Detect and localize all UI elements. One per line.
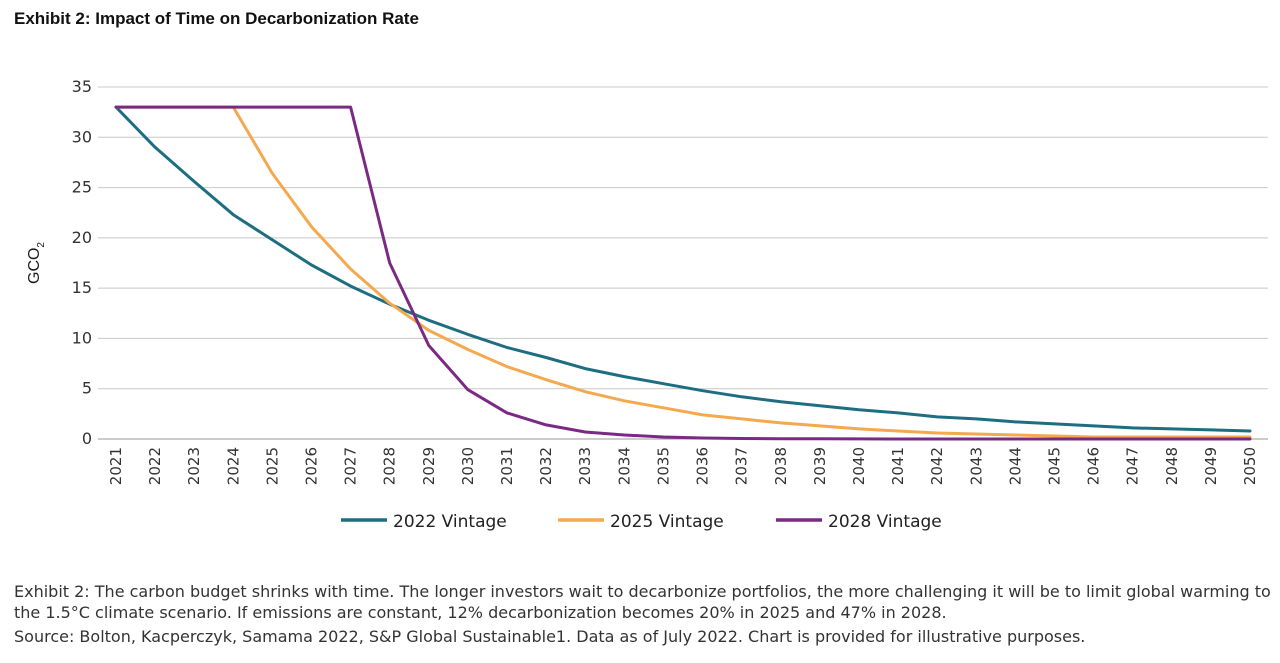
- x-tick-label: 2049: [1202, 447, 1220, 485]
- x-tick-label: 2032: [537, 447, 555, 485]
- y-tick-label: 15: [72, 278, 92, 297]
- source-note: Source: Bolton, Kacperczyk, Samama 2022,…: [14, 627, 1086, 646]
- series-line-1: [114, 105, 1252, 433]
- y-axis-label-subscript: 2: [36, 242, 47, 248]
- x-tick-label: 2030: [459, 447, 477, 485]
- exhibit-title: Exhibit 2: Impact of Time on Decarboniza…: [14, 9, 419, 28]
- series-line-3: [114, 105, 1252, 441]
- x-tick-label: 2039: [811, 447, 829, 485]
- y-tick-label: 0: [82, 429, 92, 448]
- x-tick-label: 2029: [420, 447, 438, 485]
- x-tick-label: 2041: [889, 447, 907, 485]
- x-tick-label: 2028: [381, 447, 399, 485]
- x-tick-label: 2043: [967, 447, 985, 485]
- x-tick-label: 2033: [576, 447, 594, 485]
- x-tick-label: 2025: [263, 447, 281, 485]
- legend-label-3: 2028 Vintage: [828, 512, 942, 532]
- x-tick-label: 2045: [1045, 447, 1063, 485]
- x-tick-label: 2022: [146, 447, 164, 485]
- y-tick-label: 5: [82, 379, 92, 398]
- x-tick-label: 2050: [1241, 447, 1259, 485]
- legend: 2022 Vintage 2025 Vintage 2028 Vintage: [341, 512, 942, 532]
- x-tick-label: 2034: [615, 447, 633, 485]
- legend-label-1: 2022 Vintage: [393, 512, 507, 532]
- x-tick-label: 2037: [733, 447, 751, 485]
- series-line-2: [114, 105, 1252, 439]
- y-tick-label: 30: [72, 127, 92, 146]
- x-tick-label: 2044: [1006, 447, 1024, 485]
- y-axis-label-text: GCO: [26, 248, 43, 284]
- x-tick-label: 2047: [1124, 447, 1142, 485]
- y-axis-label: GCO2: [26, 242, 47, 284]
- series-lines: [114, 105, 1252, 441]
- x-tick-label: 2036: [694, 447, 712, 485]
- legend-label-2: 2025 Vintage: [610, 512, 724, 532]
- x-tick-label: 2046: [1085, 447, 1103, 485]
- x-tick-label: 2040: [850, 447, 868, 485]
- x-tick-label: 2038: [772, 447, 790, 485]
- x-tick-label: 2027: [342, 447, 360, 485]
- x-tick-label: 2031: [498, 447, 516, 485]
- x-tick-label: 2048: [1163, 447, 1181, 485]
- caption: Exhibit 2: The carbon budget shrinks wit…: [14, 582, 1271, 622]
- y-tick-label: 25: [72, 178, 92, 197]
- x-tick-label: 2035: [654, 447, 672, 485]
- x-tick-label: 2023: [185, 447, 203, 485]
- y-tick-label: 20: [72, 228, 92, 247]
- x-tick-label: 2024: [224, 447, 242, 485]
- x-tick-label: 2026: [303, 447, 321, 485]
- x-tick-label: 2042: [928, 447, 946, 485]
- y-tick-labels: 0 5 10 15 20 25 30 35: [72, 77, 92, 448]
- x-tick-label: 2021: [107, 447, 125, 485]
- y-tick-label: 35: [72, 77, 92, 96]
- y-tick-label: 10: [72, 328, 92, 347]
- x-tick-labels: 2021 2022 2023 2024 2025 2026 2027 2028 2029 2030…: [107, 447, 1259, 485]
